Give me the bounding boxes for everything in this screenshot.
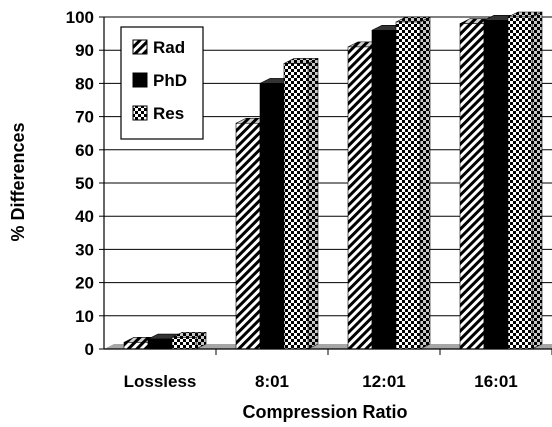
y-axis-title: % Differences [8, 122, 28, 241]
y-tick-label: 10 [75, 307, 94, 326]
y-tick-label: 0 [85, 340, 94, 359]
bar-side [307, 57, 319, 350]
y-tick-label: 100 [66, 8, 94, 27]
bar-front [171, 337, 197, 350]
bar-front [259, 83, 285, 350]
legend-label: PhD [153, 71, 187, 90]
bar-res-2 [395, 16, 431, 350]
legend-item-rad: Rad [132, 38, 185, 57]
y-tick-label: 40 [75, 207, 94, 226]
chart-floor [104, 344, 552, 349]
y-tick-label: 60 [75, 141, 94, 160]
legend-swatch [132, 105, 148, 121]
y-tick-labels: 0 10 20 30 40 50 60 70 80 90 100 [66, 8, 94, 359]
x-tick-label: 16:01 [474, 372, 517, 391]
y-tick-label: 80 [75, 74, 94, 93]
legend-swatch [132, 72, 148, 88]
bar-front [459, 23, 485, 350]
bar-front [395, 21, 421, 350]
legend-swatch [132, 39, 148, 55]
bar-res-1 [283, 57, 319, 350]
bar-res-3 [507, 11, 543, 350]
bar-front [371, 29, 397, 350]
y-tick-label: 70 [75, 108, 94, 127]
legend: Rad PhD Res [120, 26, 204, 140]
floor-depth [104, 344, 552, 349]
y-tick-label: 50 [75, 174, 94, 193]
bar-front [147, 338, 173, 350]
x-tick-label: Lossless [124, 372, 197, 391]
bar-res-0 [171, 331, 207, 350]
x-axis-title: Compression Ratio [242, 402, 407, 422]
x-tick-label: 8:01 [255, 372, 289, 391]
bar-front [235, 122, 261, 350]
legend-label: Res [153, 104, 184, 123]
x-tick-labels: Lossless 8:01 12:01 16:01 [124, 372, 518, 391]
y-tick-label: 30 [75, 240, 94, 259]
legend-item-res: Res [132, 104, 184, 123]
bar-front [507, 16, 533, 350]
bar-front [347, 46, 373, 350]
legend-label: Rad [153, 38, 185, 57]
bar-front [123, 342, 149, 350]
bar-side [531, 11, 543, 350]
y-tick-label: 90 [75, 41, 94, 60]
y-tick-label: 20 [75, 274, 94, 293]
bar-front [483, 20, 509, 350]
bar-side [419, 16, 431, 350]
x-tick-label: 12:01 [362, 372, 405, 391]
axes [99, 16, 552, 355]
legend-item-phd: PhD [132, 71, 187, 90]
bars [123, 11, 543, 350]
bar-front [283, 63, 309, 350]
